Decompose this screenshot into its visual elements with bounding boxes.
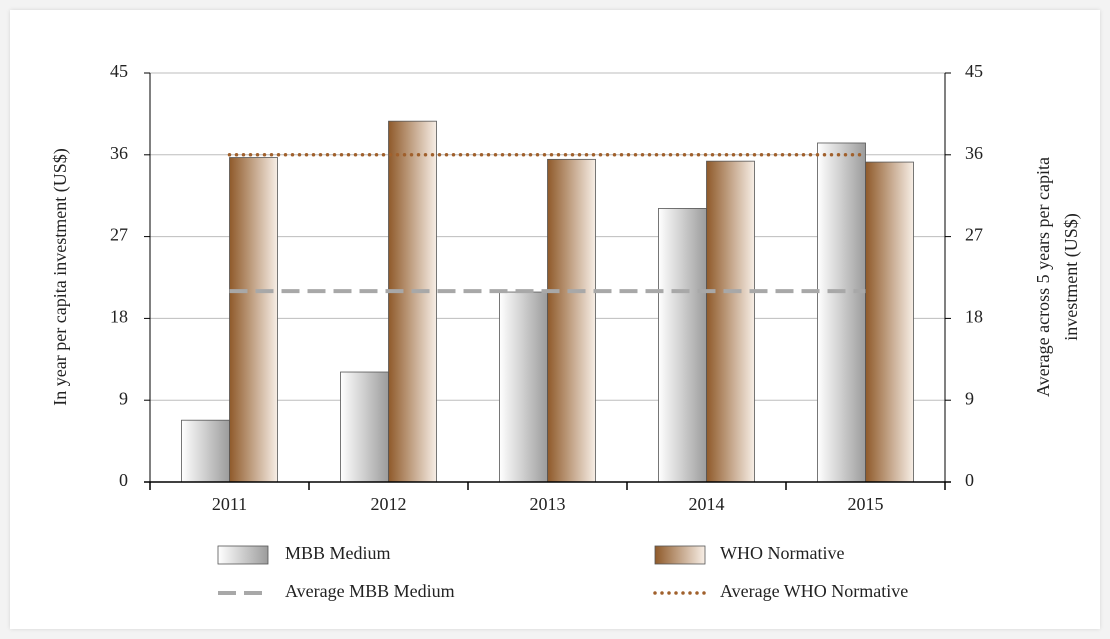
y-tick-label: 18: [110, 307, 128, 327]
x-tick-label: 2014: [689, 494, 725, 514]
legend-swatch: [654, 545, 706, 565]
x-tick-label: 2012: [371, 494, 407, 514]
bar: [499, 291, 548, 483]
y2-tick-label: 0: [965, 470, 974, 490]
legend-label: WHO Normative: [720, 543, 844, 563]
legend-label: MBB Medium: [285, 543, 391, 563]
bar: [547, 158, 596, 483]
bar: [229, 157, 278, 483]
y-tick-label: 9: [119, 388, 128, 408]
y2-tick-label: 27: [965, 225, 983, 245]
legend-label: Average MBB Medium: [285, 581, 455, 601]
y2-tick-label: 45: [965, 61, 983, 81]
bar: [340, 371, 389, 483]
y2-tick-label: 36: [965, 143, 983, 163]
y-tick-label: 0: [119, 470, 128, 490]
bar: [181, 419, 230, 483]
y2-tick-label: 9: [965, 388, 974, 408]
bar: [658, 208, 707, 483]
y-tick-label: 45: [110, 61, 128, 81]
x-tick-label: 2015: [848, 494, 884, 514]
x-tick-label: 2011: [212, 494, 247, 514]
y-tick-label: 27: [110, 225, 128, 245]
y2-tick-label: 18: [965, 307, 983, 327]
y2-axis-label: investment (US$): [1061, 213, 1082, 341]
x-tick-label: 2013: [530, 494, 566, 514]
legend-swatch: [217, 545, 269, 565]
legend-label: Average WHO Normative: [720, 581, 908, 601]
bar: [817, 142, 866, 483]
bar: [865, 161, 914, 483]
y2-axis-label: Average across 5 years per capita: [1033, 157, 1053, 397]
bar: [388, 120, 437, 483]
y-tick-label: 36: [110, 143, 128, 163]
bar: [706, 160, 755, 483]
y-axis-label: In year per capita investment (US$): [50, 148, 71, 405]
